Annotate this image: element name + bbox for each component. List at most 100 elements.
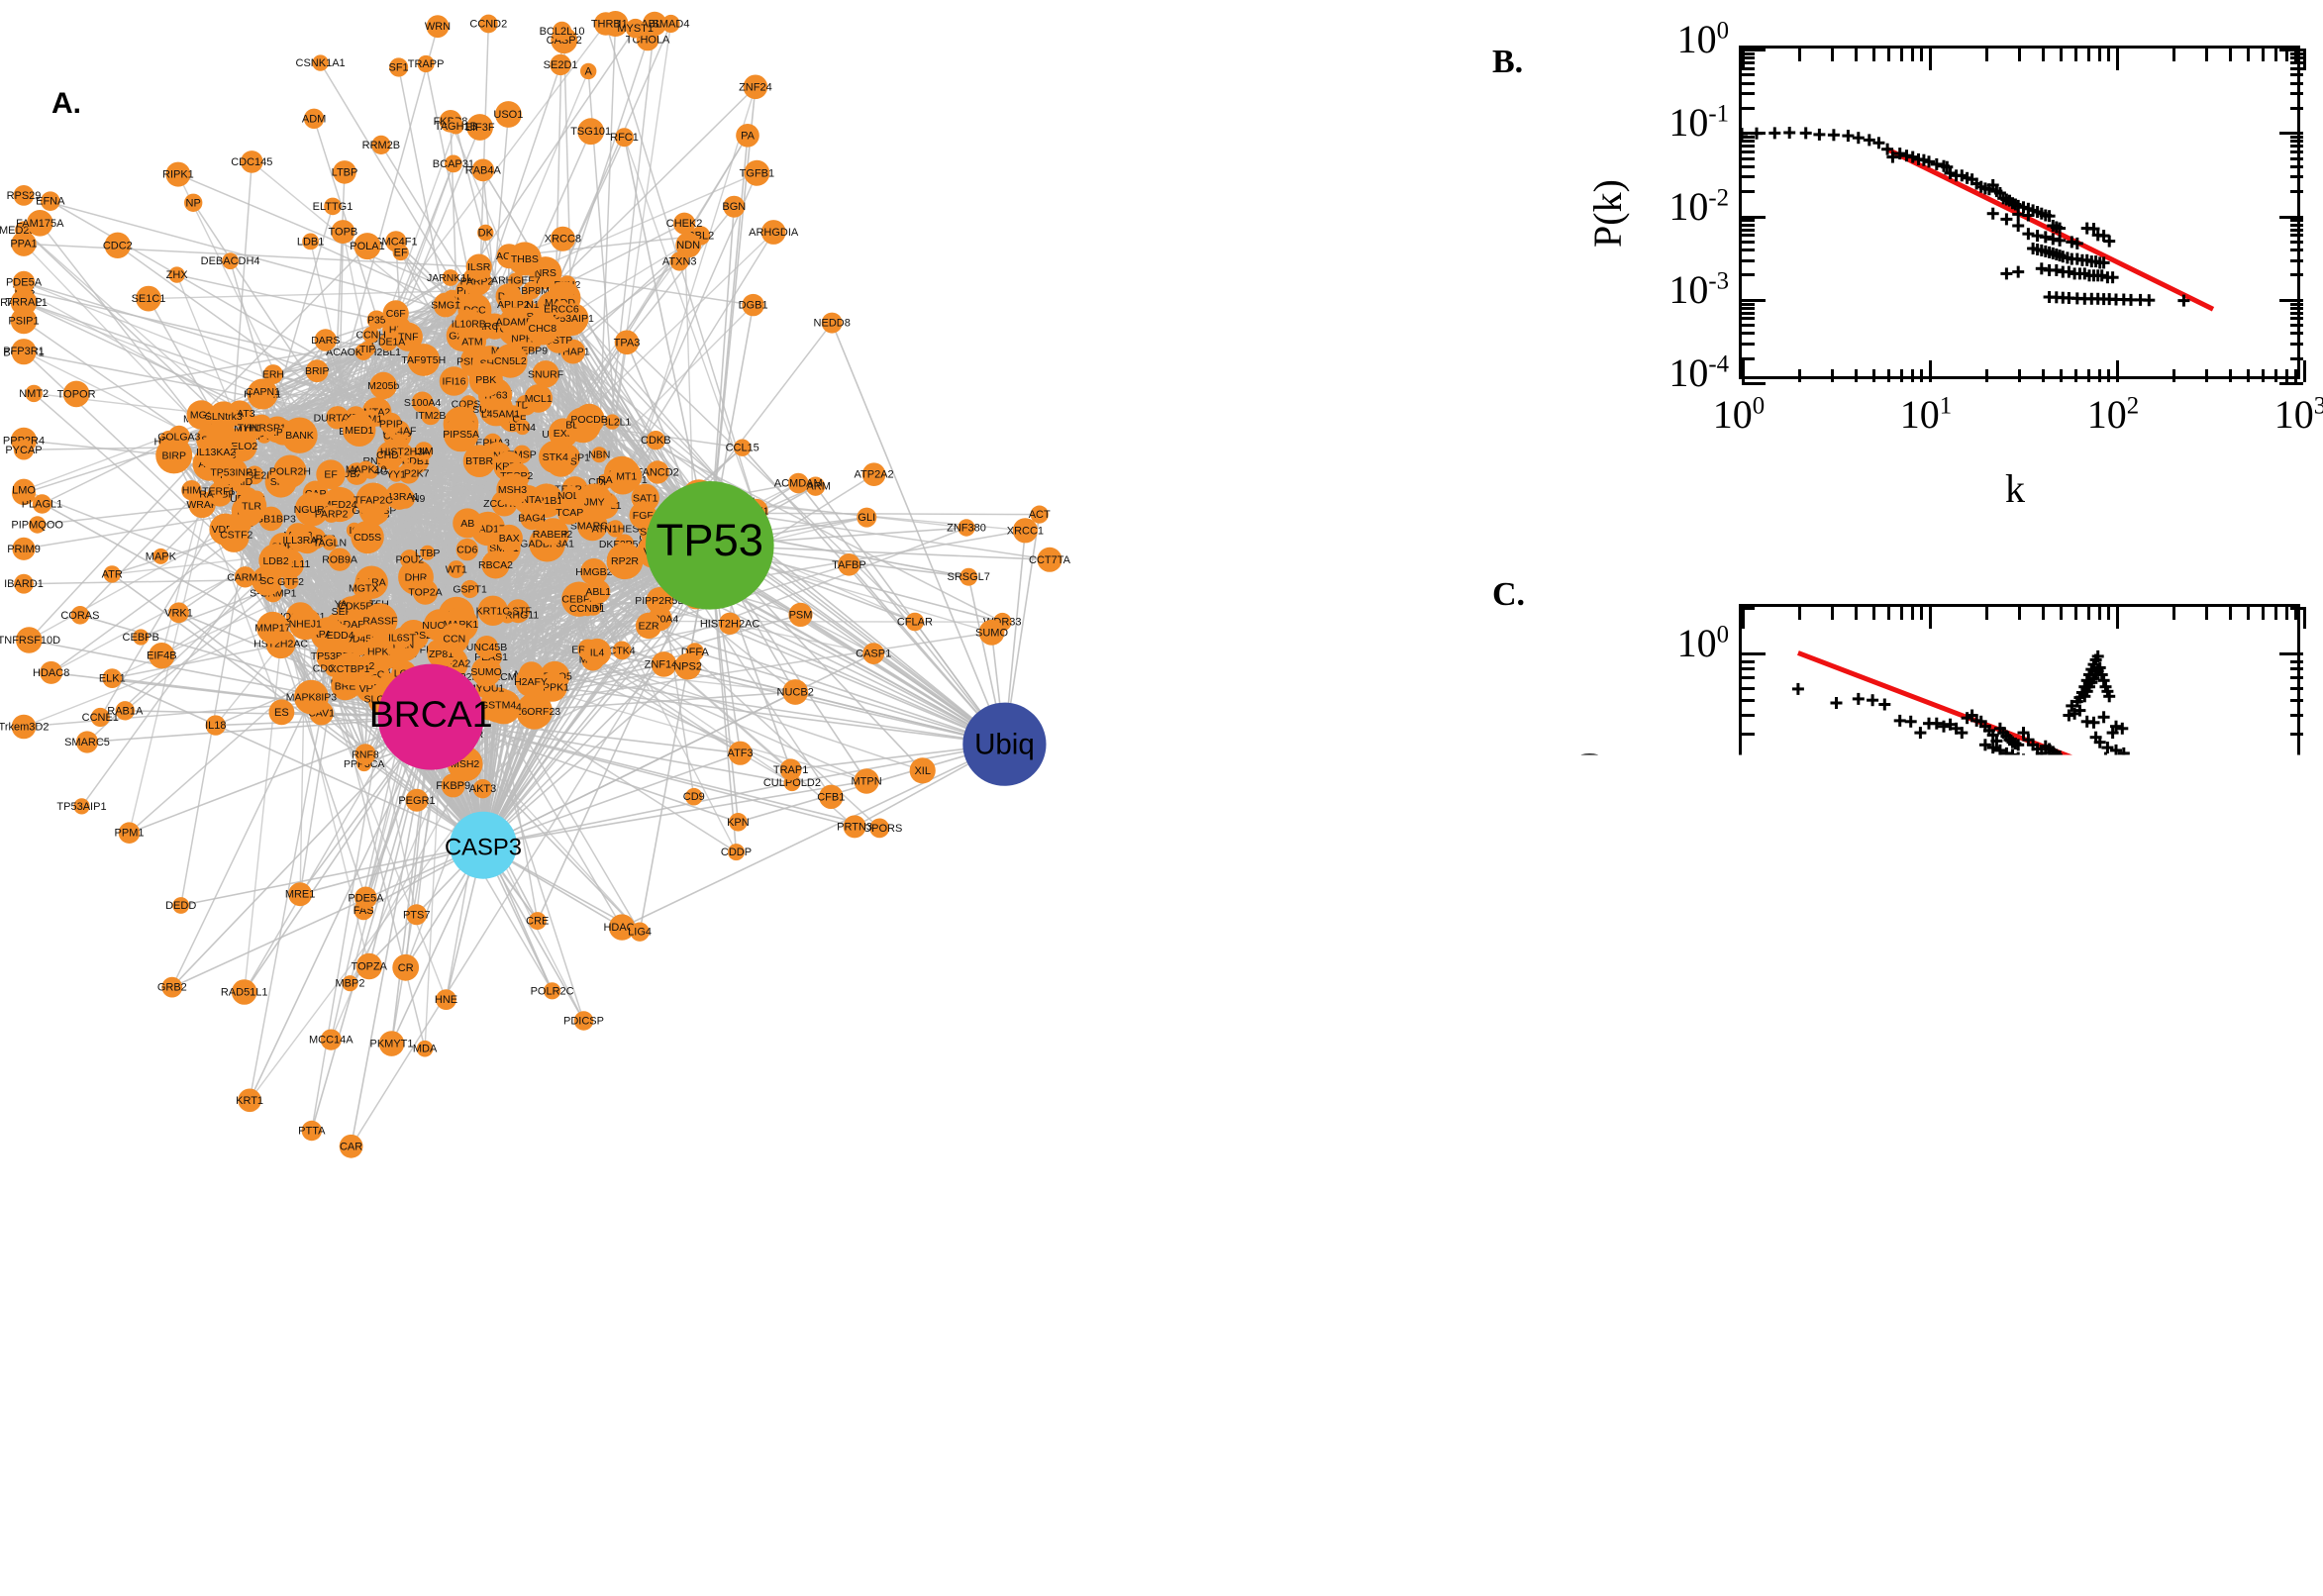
network-node[interactable]: AB xyxy=(453,508,482,538)
network-node[interactable]: CAR xyxy=(340,1135,363,1158)
network-node[interactable]: TAGH1B xyxy=(435,118,477,134)
network-node[interactable]: CEBPB xyxy=(123,629,159,645)
network-node[interactable]: XIL xyxy=(910,757,936,783)
network-node[interactable]: USO1 xyxy=(493,101,523,128)
network-node[interactable]: GSPT1 xyxy=(453,580,487,598)
network-node[interactable]: PTTA xyxy=(298,1121,326,1141)
network-node[interactable]: MTPN xyxy=(852,768,882,793)
network-node[interactable]: ACT xyxy=(1029,505,1051,523)
network-node[interactable]: SMAD4 xyxy=(653,15,690,33)
network-node[interactable]: DGB1 xyxy=(739,294,768,316)
network-node[interactable]: ELK1 xyxy=(99,668,126,688)
network-node[interactable]: CD6 xyxy=(456,539,478,560)
network-node[interactable]: ELTTG1 xyxy=(313,198,354,216)
network-node[interactable]: EF xyxy=(393,245,409,260)
network-node[interactable]: MAPK xyxy=(146,549,177,564)
network-node[interactable]: CCL15 xyxy=(726,440,759,456)
network-node[interactable]: PRIM9 xyxy=(7,538,41,560)
network-node[interactable]: PPM1 xyxy=(115,822,145,844)
network-node[interactable]: A xyxy=(580,63,596,79)
network-node[interactable]: SE1C1 xyxy=(132,286,166,312)
network-node[interactable]: LTBP xyxy=(415,546,440,560)
network-node[interactable]: C6F xyxy=(383,300,409,326)
network-node[interactable]: CHC8 xyxy=(526,312,559,346)
network-node[interactable]: PDICSP xyxy=(563,1011,604,1031)
network-node[interactable]: PA xyxy=(736,124,759,148)
network-node[interactable]: PKMYT1 xyxy=(369,1031,413,1056)
network-node[interactable]: MED1 xyxy=(343,414,375,447)
network-node[interactable]: SE2D1 xyxy=(544,54,578,75)
network-node[interactable]: IL4 xyxy=(583,639,611,666)
network-node[interactable]: GRB2 xyxy=(157,977,187,998)
network-node[interactable]: KRT1 xyxy=(236,1089,263,1113)
network-node[interactable]: RFC1 xyxy=(610,128,639,147)
network-node[interactable]: CDC2 xyxy=(103,233,133,258)
network-node[interactable]: TLR xyxy=(237,491,266,521)
network-node[interactable]: CDC145 xyxy=(231,150,272,173)
network-node[interactable]: ILSR xyxy=(466,254,492,280)
network-node[interactable]: KPN xyxy=(727,813,750,832)
network-node[interactable]: LDB2 xyxy=(258,544,293,578)
network-node[interactable]: BANK xyxy=(281,418,317,453)
network-node[interactable]: EIF4B xyxy=(147,643,177,668)
network-node[interactable]: XRCC8 xyxy=(545,227,581,251)
network-node[interactable]: HIST2H3A xyxy=(380,445,430,459)
network-node[interactable]: NMT2 xyxy=(19,385,49,402)
network-node[interactable]: ZHX xyxy=(166,266,189,282)
network-node[interactable]: MBP2 xyxy=(336,975,365,991)
network-node[interactable]: PSM xyxy=(788,603,812,627)
network-node[interactable]: CCT7TA xyxy=(1029,548,1071,572)
network-node[interactable]: CORAS xyxy=(60,606,99,625)
network-node[interactable]: CCND2 xyxy=(469,15,507,34)
network-node[interactable]: GLI xyxy=(857,508,876,528)
network-node[interactable]: DK xyxy=(477,225,494,241)
network-node[interactable]: RRM2B xyxy=(362,136,401,154)
network-node[interactable]: EF xyxy=(316,459,346,489)
network-node[interactable]: PIPMQOO xyxy=(11,516,63,533)
network-node[interactable]: SMARC5 xyxy=(64,731,110,752)
network-node[interactable]: TERF1 xyxy=(202,484,235,499)
network-node[interactable]: ATR xyxy=(102,565,123,582)
network-node[interactable]: LDB1 xyxy=(297,234,325,250)
network-node[interactable]: PFP3R1 xyxy=(3,339,45,363)
network-node[interactable]: TP53AIP1 xyxy=(56,798,106,814)
network-node[interactable]: DEBACDH4 xyxy=(201,252,260,269)
network-node[interactable]: STK4 xyxy=(539,441,571,473)
network-node[interactable]: RAD51L1 xyxy=(221,979,268,1005)
hub-node-tp53[interactable]: TP53 xyxy=(646,481,774,610)
network-node[interactable]: ZNF380 xyxy=(947,519,986,536)
network-node[interactable]: TSG101 xyxy=(570,118,611,145)
network-node[interactable]: IFI16 xyxy=(440,366,469,396)
network-node[interactable]: THBS xyxy=(508,242,542,275)
network-node[interactable]: NBN xyxy=(588,447,610,462)
network-node[interactable]: CN5L2 xyxy=(493,344,527,377)
network-node[interactable]: LTBP xyxy=(332,160,358,184)
network-node[interactable]: CSNK1A1 xyxy=(296,54,346,70)
network-node[interactable]: GTF2 xyxy=(277,574,304,590)
network-node[interactable]: CDDP xyxy=(721,844,752,860)
network-node[interactable]: ERCC6 xyxy=(544,301,579,318)
network-node[interactable]: CD9 xyxy=(683,788,705,806)
network-node[interactable]: ZNF24 xyxy=(739,75,772,100)
network-node[interactable]: MT1 xyxy=(611,460,642,491)
network-node[interactable]: CRE xyxy=(526,912,549,930)
network-node[interactable]: MCC14A xyxy=(309,1030,354,1050)
network-node[interactable]: ARHGDIA xyxy=(749,220,799,245)
network-node[interactable]: NP xyxy=(184,194,202,212)
network-node[interactable]: PARP2 xyxy=(315,505,349,523)
hub-node-ubiq[interactable]: Ubiq xyxy=(962,703,1046,786)
network-node[interactable]: NEDD8 xyxy=(814,313,851,334)
network-node[interactable]: BAX xyxy=(496,525,523,551)
network-node[interactable]: CD5S xyxy=(351,521,383,553)
network-node[interactable]: CCNH xyxy=(356,327,386,344)
network-node[interactable]: CCND1 xyxy=(569,601,605,616)
network-node[interactable]: SF1 xyxy=(389,57,409,76)
network-node[interactable]: DEDD xyxy=(165,897,196,914)
network-node[interactable]: MDA xyxy=(413,1041,438,1057)
network-node[interactable]: HDAC8 xyxy=(33,661,69,684)
network-node[interactable]: YY1 xyxy=(386,466,406,482)
network-node[interactable]: EZR xyxy=(636,613,661,639)
network-node[interactable]: POLR2C xyxy=(531,982,574,999)
network-node[interactable]: WRN xyxy=(425,15,451,38)
network-node[interactable]: CR xyxy=(392,954,419,981)
